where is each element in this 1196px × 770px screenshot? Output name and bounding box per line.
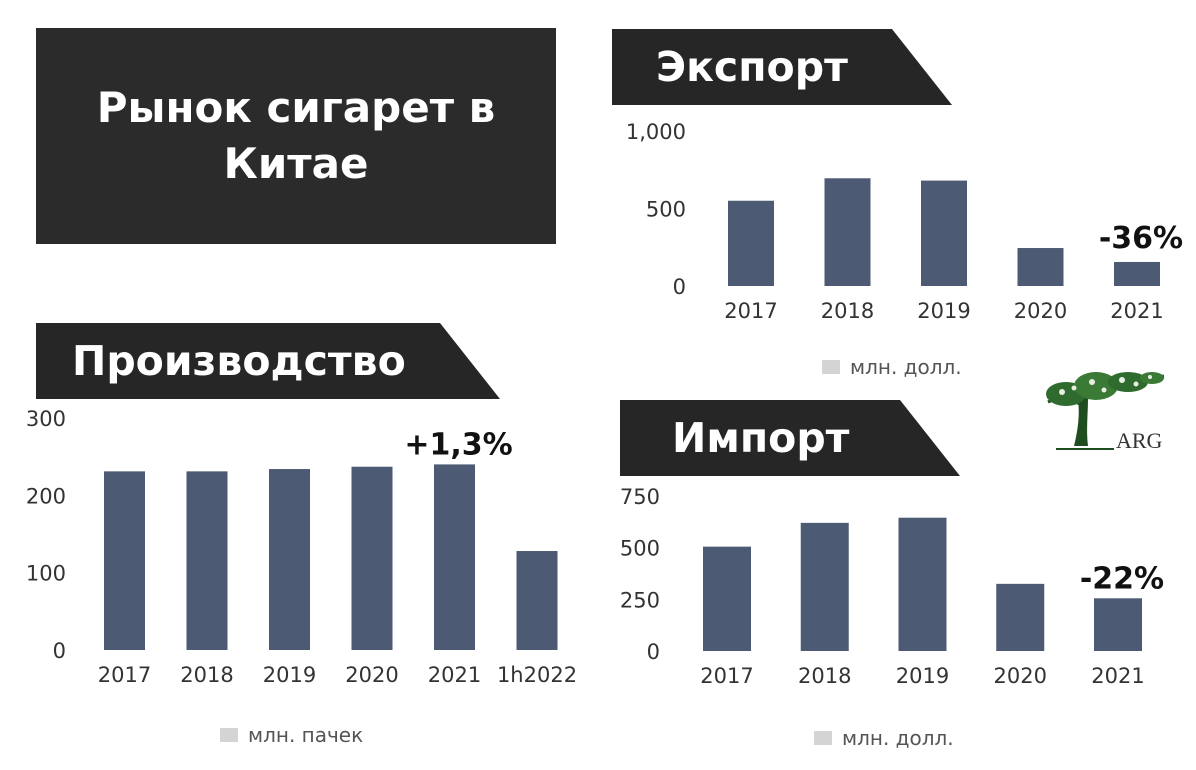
export-legend-label: млн. долл.	[850, 355, 962, 379]
production-category-label: 2021	[428, 663, 481, 687]
export-bar	[728, 200, 774, 286]
import-legend-swatch	[814, 731, 832, 745]
logo: ARG	[1046, 372, 1165, 453]
production-category-label: 1h2022	[497, 663, 577, 687]
export-ytick-label: 1,000	[626, 120, 686, 144]
export-header: Экспорт	[612, 29, 952, 105]
production-bar	[269, 469, 310, 650]
export-category-label: 2017	[724, 299, 777, 323]
production-legend-label: млн. пачек	[248, 723, 363, 747]
export-bar	[1114, 261, 1160, 286]
production-category-label: 2019	[263, 663, 316, 687]
production-category-label: 2020	[345, 663, 398, 687]
import-category-label: 2021	[1091, 664, 1144, 688]
production-bar	[434, 464, 475, 650]
export-ytick-label: 500	[646, 198, 686, 222]
export-legend-swatch	[822, 360, 840, 374]
production-bar	[516, 551, 558, 650]
production-legend-swatch	[220, 728, 238, 742]
import-category-label: 2018	[798, 664, 851, 688]
export-category-label: 2019	[917, 299, 970, 323]
import-header: Импорт	[620, 400, 960, 476]
import-bar	[1094, 598, 1142, 651]
import-ytick-label: 500	[620, 537, 660, 561]
import-ytick-label: 0	[647, 640, 660, 664]
import-ytick-label: 250	[620, 588, 660, 612]
import-bar	[898, 517, 947, 651]
import-bar	[800, 522, 849, 651]
export-bar	[921, 180, 967, 286]
production-bar	[186, 471, 228, 650]
import-category-label: 2019	[896, 664, 949, 688]
export-ytick-label: 0	[673, 275, 686, 299]
export-category-label: 2020	[1014, 299, 1067, 323]
production-ytick-label: 100	[26, 562, 66, 586]
import-legend-label: млн. долл.	[842, 726, 954, 750]
export-bar	[824, 178, 871, 286]
logo-text: ARG	[1116, 428, 1163, 453]
production-ytick-label: 300	[26, 407, 66, 431]
import-annotation: -22%	[1080, 561, 1164, 596]
production-annotation: +1,3%	[404, 427, 512, 462]
import-category-label: 2017	[700, 664, 753, 688]
export-category-label: 2021	[1110, 299, 1163, 323]
production-bar	[351, 466, 393, 650]
export-bar	[1017, 248, 1064, 286]
export-annotation: -36%	[1099, 221, 1183, 256]
export-category-label: 2018	[821, 299, 874, 323]
production-header: Производство	[36, 323, 500, 399]
page-title: Рынок сигарет в Китае	[96, 83, 496, 188]
import-bar	[996, 583, 1045, 651]
import-ytick-label: 750	[620, 485, 660, 509]
production-bar	[104, 471, 145, 650]
production-category-label: 2017	[98, 663, 151, 687]
import-bar	[703, 546, 751, 651]
import-category-label: 2020	[994, 664, 1047, 688]
production-category-label: 2018	[180, 663, 233, 687]
production-ytick-label: 200	[26, 484, 66, 508]
production-ytick-label: 0	[53, 639, 66, 663]
title-box: Рынок сигарет в Китае	[36, 28, 556, 244]
tree-icon	[1046, 372, 1165, 450]
